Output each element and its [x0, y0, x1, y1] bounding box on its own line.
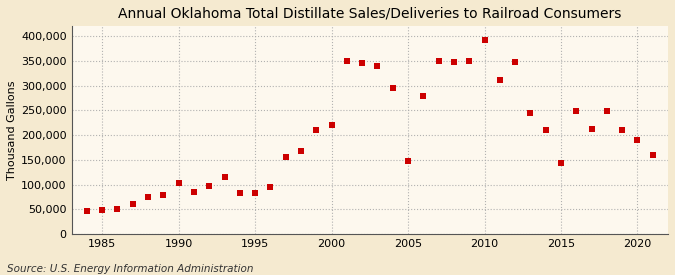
- Point: [433, 59, 444, 63]
- Point: [326, 123, 337, 127]
- Point: [494, 78, 505, 82]
- Point: [280, 155, 291, 160]
- Point: [97, 208, 107, 212]
- Point: [234, 191, 245, 196]
- Y-axis label: Thousand Gallons: Thousand Gallons: [7, 80, 17, 180]
- Point: [250, 191, 261, 195]
- Title: Annual Oklahoma Total Distillate Sales/Deliveries to Railroad Consumers: Annual Oklahoma Total Distillate Sales/D…: [118, 7, 622, 21]
- Point: [601, 109, 612, 114]
- Point: [296, 149, 306, 153]
- Point: [510, 60, 520, 64]
- Point: [647, 153, 658, 157]
- Point: [387, 86, 398, 90]
- Text: Source: U.S. Energy Information Administration: Source: U.S. Energy Information Administ…: [7, 264, 253, 274]
- Point: [158, 193, 169, 197]
- Point: [479, 37, 490, 42]
- Point: [525, 111, 536, 115]
- Point: [188, 190, 199, 194]
- Point: [372, 64, 383, 68]
- Point: [219, 175, 230, 179]
- Point: [464, 59, 475, 63]
- Point: [571, 109, 582, 114]
- Point: [418, 93, 429, 98]
- Point: [173, 181, 184, 185]
- Point: [403, 159, 414, 163]
- Point: [617, 128, 628, 132]
- Point: [112, 207, 123, 211]
- Point: [142, 195, 153, 199]
- Point: [204, 184, 215, 188]
- Point: [449, 60, 460, 64]
- Point: [357, 61, 368, 65]
- Point: [265, 185, 276, 189]
- Point: [556, 161, 566, 166]
- Point: [311, 128, 322, 132]
- Point: [342, 59, 352, 63]
- Point: [82, 208, 92, 213]
- Point: [586, 126, 597, 131]
- Point: [632, 138, 643, 142]
- Point: [540, 128, 551, 132]
- Point: [128, 202, 138, 207]
